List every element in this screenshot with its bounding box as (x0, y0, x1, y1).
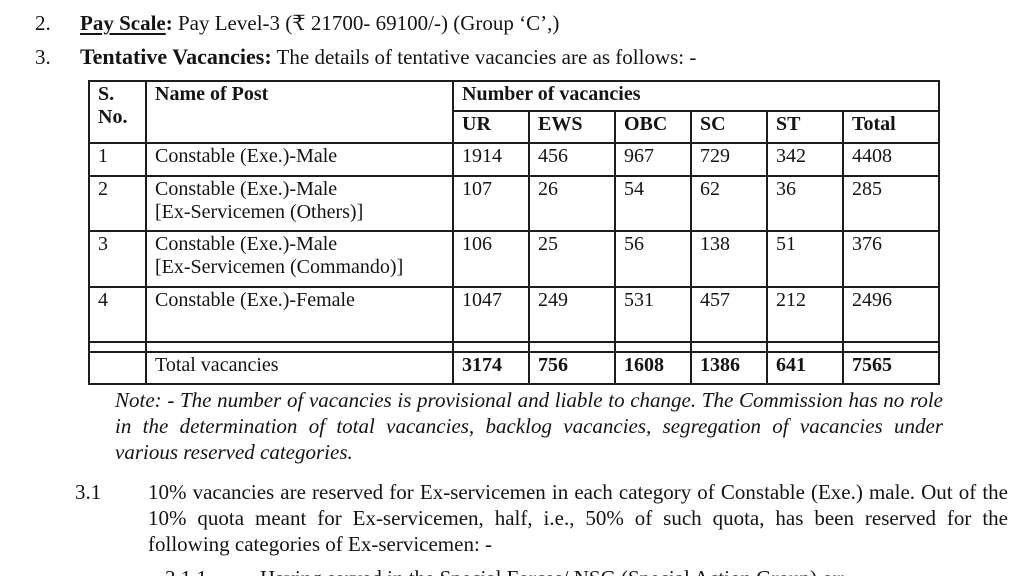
cell-sc: 457 (690, 286, 768, 343)
table-row: 3 Constable (Exe.)-Male [Ex-Servicemen (… (88, 230, 940, 288)
vacancies-table: S. No. Name of Post Number of vacancies … (88, 80, 940, 385)
item-number: 3. (35, 45, 51, 69)
cell-post-name: Constable (Exe.)-Male [Ex-Servicemen (Ot… (145, 175, 454, 232)
cell-st: 51 (766, 230, 844, 288)
col-header-st: ST (766, 110, 844, 144)
col-header-sno: S. No. (88, 80, 147, 144)
table-row: 4 Constable (Exe.)-Female 1047 249 531 4… (88, 286, 940, 343)
paragraph-text: 10% vacancies are reserved for Ex-servic… (148, 480, 1008, 556)
cell-grand-total: 7565 (842, 351, 940, 385)
cell-sno-empty (88, 351, 147, 385)
spacer-row (88, 341, 940, 353)
paragraph-number: 3.1.1 (165, 565, 260, 576)
cell-post-name: Constable (Exe.)-Female (145, 286, 454, 343)
cell-total: 4408 (842, 142, 940, 177)
tentative-vacancies-line: 3. Tentative Vacancies: The details of t… (0, 42, 1024, 72)
total-row: Total vacancies 3174 756 1608 1386 641 7… (88, 351, 940, 385)
paragraph-number: 3.1 (75, 480, 102, 504)
cell-ur: 1914 (452, 142, 530, 177)
cell-total: 285 (842, 175, 940, 232)
cell-ews: 249 (528, 286, 616, 343)
cell-sno: 4 (88, 286, 147, 343)
cell-post-name: Constable (Exe.)-Male [Ex-Servicemen (Co… (145, 230, 454, 288)
vacancies-note: Note: - The number of vacancies is provi… (115, 388, 943, 464)
cell-ews: 25 (528, 230, 616, 288)
cell-ur: 1047 (452, 286, 530, 343)
cell-total: 2496 (842, 286, 940, 343)
pay-scale-colon: : (165, 11, 173, 35)
pay-scale-value: Pay Level-3 (₹ 21700- 69100/-) (Group ‘C… (172, 11, 560, 35)
cell-obc-total: 1608 (614, 351, 692, 385)
col-header-obc: OBC (614, 110, 692, 144)
cell-st: 342 (766, 142, 844, 177)
col-header-ews: EWS (528, 110, 616, 144)
cell-ews-total: 756 (528, 351, 616, 385)
paragraph-3-1-1: 3.1.1 Having served in the Special Force… (165, 565, 1024, 576)
col-header-ur: UR (452, 110, 530, 144)
cell-total-label: Total vacancies (145, 351, 454, 385)
cell-sc-total: 1386 (690, 351, 768, 385)
cell-sc: 138 (690, 230, 768, 288)
pay-scale-line: 2. Pay Scale: Pay Level-3 (₹ 21700- 6910… (0, 8, 1024, 38)
tentative-vacancies-value: The details of tentative vacancies are a… (271, 45, 697, 69)
cell-obc: 56 (614, 230, 692, 288)
paragraph-3-1: 3.1 10% vacancies are reserved for Ex-se… (75, 479, 1024, 557)
cell-post-name: Constable (Exe.)-Male (145, 142, 454, 177)
cell-obc: 54 (614, 175, 692, 232)
table-subheader-row: UR EWS OBC SC ST Total (89, 110, 940, 144)
cell-st-total: 641 (766, 351, 844, 385)
cell-st: 36 (766, 175, 844, 232)
cell-obc: 967 (614, 142, 692, 177)
pay-scale-text: Pay Scale: Pay Level-3 (₹ 21700- 69100/-… (80, 8, 559, 38)
item-number: 2. (35, 11, 51, 35)
col-header-sc: SC (690, 110, 768, 144)
pay-scale-label: Pay Scale (80, 11, 166, 35)
table-header-row: S. No. Name of Post Number of vacancies (88, 80, 940, 144)
col-header-name-of-post: Name of Post (145, 80, 454, 144)
cell-sno: 1 (88, 142, 147, 177)
cell-ur: 107 (452, 175, 530, 232)
cell-sno: 3 (88, 230, 147, 288)
table-row: 2 Constable (Exe.)-Male [Ex-Servicemen (… (88, 175, 940, 232)
cell-ews: 456 (528, 142, 616, 177)
col-header-total: Total (842, 110, 940, 144)
cell-st: 212 (766, 286, 844, 343)
tentative-vacancies-text: Tentative Vacancies: The details of tent… (80, 42, 696, 72)
cell-ur-total: 3174 (452, 351, 530, 385)
cell-sno: 2 (88, 175, 147, 232)
cell-sc: 729 (690, 142, 768, 177)
paragraph-text: Having served in the Special Forces/ NSG… (260, 565, 846, 576)
tentative-vacancies-label: Tentative Vacancies: (80, 44, 272, 69)
cell-total: 376 (842, 230, 940, 288)
cell-obc: 531 (614, 286, 692, 343)
cell-sc: 62 (690, 175, 768, 232)
cell-ews: 26 (528, 175, 616, 232)
col-header-number-of-vacancies: Number of vacancies (452, 80, 940, 112)
table-row: 1 Constable (Exe.)-Male 1914 456 967 729… (88, 142, 940, 177)
cell-ur: 106 (452, 230, 530, 288)
